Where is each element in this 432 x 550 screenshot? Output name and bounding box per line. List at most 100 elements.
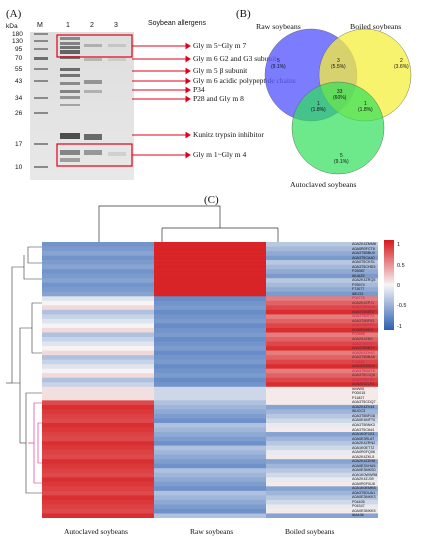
heatmap-cell — [154, 251, 266, 256]
heatmap-cell — [154, 246, 266, 252]
heatmap-cell — [154, 450, 266, 455]
heatmap-cell — [154, 260, 266, 265]
heatmap-cell — [42, 368, 154, 374]
heatmap-cell — [42, 278, 154, 284]
heatmap-row-label: A0A3T5C1Q6 — [352, 373, 375, 378]
heatmap-cell — [154, 341, 266, 347]
heatmap-row-label: A0A3T5BER7 — [352, 309, 375, 314]
heatmap-row-label: I6UCC3 — [352, 409, 366, 414]
heatmap-cell — [154, 273, 266, 279]
heatmap-cell — [154, 427, 266, 433]
heatmap-cell — [42, 359, 154, 365]
heatmap-cell — [154, 499, 266, 505]
heatmap-cell — [266, 269, 378, 274]
heatmap-cell — [42, 495, 154, 501]
heatmap-cell — [42, 337, 154, 342]
heatmap-cell — [266, 508, 378, 514]
heatmap-cell — [266, 391, 378, 397]
heatmap-cell — [266, 273, 378, 279]
marker-label: 55 — [15, 66, 23, 73]
heatmap-cell — [42, 513, 154, 518]
heatmap-cell — [266, 314, 378, 320]
heatmap-cell — [266, 432, 378, 437]
heatmap-cell — [42, 508, 154, 514]
heatmap-cell — [154, 318, 266, 324]
heatmap-cell — [266, 350, 378, 356]
venn-title-raw: Raw soybeans — [256, 22, 301, 31]
lane-3: 3 — [114, 22, 118, 29]
column-label-raw: Raw soybeans — [190, 527, 234, 536]
heatmap-cell — [266, 246, 378, 252]
heatmap-cell — [154, 463, 266, 469]
scale-tick: 1 — [397, 242, 401, 248]
heatmap-cell — [154, 355, 266, 360]
marker-label: 10 — [15, 164, 23, 171]
heatmap-cell — [42, 309, 154, 315]
heatmap-cell — [154, 291, 266, 297]
heatmap-cell — [42, 477, 154, 483]
allergen-header: Soybean allergens — [148, 20, 206, 27]
heatmap-row-label: A0A1K0WWR8 — [352, 472, 378, 477]
heatmap-cell — [154, 323, 266, 329]
scale-tick: 0.5 — [397, 263, 405, 269]
venn-title-autoclaved: Autoclaved soybeans — [290, 180, 357, 189]
heatmap-cell — [266, 282, 378, 288]
heatmap-cell — [154, 459, 266, 464]
heatmap-cell — [266, 486, 378, 492]
heatmap-row-label: A0A3T5CA40 — [352, 255, 375, 260]
heatmap-cell — [154, 382, 266, 388]
heatmap-cell — [42, 422, 154, 428]
heatmap-row-label: A0A3T5DUA1 — [352, 490, 376, 495]
heatmap-cell — [42, 391, 154, 397]
heatmap-cell — [266, 327, 378, 333]
allergen-label: Gly m 5~Gly m 7 — [193, 41, 247, 50]
heatmap-cell — [266, 341, 378, 347]
heatmap-cell — [266, 291, 378, 297]
heatmap-cell — [154, 255, 266, 261]
heatmap-cell — [266, 296, 378, 302]
heatmap-cell — [266, 445, 378, 451]
heatmap-cell — [266, 332, 378, 338]
heatmap-row-label: A0A2K4ZMM8 — [352, 242, 376, 246]
heatmap-cell — [154, 472, 266, 478]
heatmap-cell — [154, 422, 266, 428]
color-scale — [384, 240, 394, 330]
heatmap-cell — [266, 413, 378, 419]
heatmap-cell — [42, 291, 154, 297]
heatmap-cell — [266, 368, 378, 374]
heatmap-cell — [266, 495, 378, 501]
heatmap-cell — [42, 481, 154, 487]
heatmap-row-label: A0A1K0EMK8 — [352, 486, 376, 491]
heatmap-cell — [42, 386, 154, 392]
heatmap-cell — [42, 251, 154, 256]
heatmap-row-label: P11828 — [352, 359, 365, 364]
heatmap-cell — [266, 251, 378, 256]
heatmap-cell — [266, 355, 378, 360]
heatmap-cell — [42, 346, 154, 351]
heatmap-cell — [266, 395, 378, 401]
heatmap-cell — [154, 377, 266, 383]
heatmap-cell — [42, 450, 154, 455]
heatmap-row-label: A0A0E3RL67 — [352, 436, 375, 441]
heatmap-cell — [266, 454, 378, 460]
heatmap-cell — [42, 409, 154, 415]
heatmap-row-label: F7J077 — [352, 287, 365, 292]
heatmap-cell — [154, 296, 266, 302]
heatmap-cell — [42, 242, 154, 247]
heatmap-row-label: A0A3T5BBT9 — [352, 346, 375, 351]
heatmap-row-label: A0A0R0HI04 — [352, 327, 374, 332]
heatmap-row-label: A0A2K4ZV44 — [352, 404, 375, 409]
heatmap-cell — [42, 318, 154, 324]
heatmap-cell — [42, 246, 154, 252]
heatmap-cell — [266, 450, 378, 455]
kda-unit: kDa — [6, 23, 18, 30]
heatmap-cell — [154, 278, 266, 284]
heatmap-cell — [154, 327, 266, 333]
heatmap-row-label: P04776 — [352, 296, 365, 301]
heatmap-cell — [42, 341, 154, 347]
panel-c-label: (C) — [204, 194, 219, 206]
venn-region-autoclaved: 5 (9.1%) — [334, 153, 349, 165]
heatmap-row-label: A0A0R0F0U8 — [352, 481, 375, 486]
panel-b-label: (B) — [236, 8, 251, 20]
heatmap-cell — [154, 264, 266, 270]
